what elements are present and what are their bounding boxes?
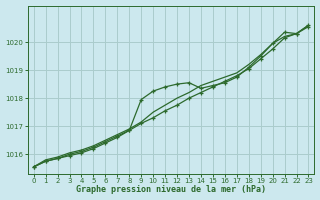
X-axis label: Graphe pression niveau de la mer (hPa): Graphe pression niveau de la mer (hPa)	[76, 185, 266, 194]
